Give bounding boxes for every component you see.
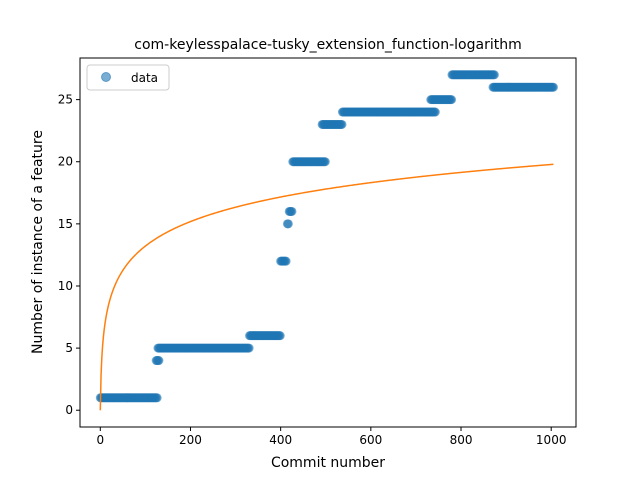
- y-tick-label: 5: [65, 341, 73, 355]
- x-tick-label: 1000: [536, 433, 567, 447]
- data-point: [275, 331, 285, 341]
- data-point: [152, 393, 162, 403]
- y-tick-label: 15: [58, 217, 73, 231]
- legend-marker-data: [101, 72, 111, 82]
- data-point: [447, 95, 457, 105]
- x-tick-label: 400: [269, 433, 292, 447]
- x-axis-label: Commit number: [271, 455, 385, 471]
- legend: data: [86, 64, 170, 91]
- data-point: [244, 343, 254, 353]
- plot-area: 0 200 400 600 800 1000 0 5 10 15 20 25: [58, 57, 577, 447]
- data-point: [281, 256, 291, 266]
- y-tick-label: 25: [58, 93, 73, 107]
- legend-box: [86, 64, 170, 91]
- axes-frame: [79, 57, 577, 428]
- data-point: [287, 206, 297, 216]
- data-point: [548, 82, 558, 92]
- legend-label-data: data: [131, 71, 158, 85]
- x-tick-label: 800: [450, 433, 473, 447]
- fit-line: [99, 163, 554, 411]
- x-tick-label: 0: [96, 433, 104, 447]
- x-tick-label: 200: [179, 433, 202, 447]
- data-point: [430, 107, 440, 117]
- data-point: [154, 356, 164, 366]
- y-axis-label: Number of instance of a feature: [30, 130, 46, 354]
- data-point: [320, 157, 330, 167]
- y-tick-label: 20: [58, 155, 73, 169]
- chart-title: com-keylesspalace-tusky_extension_functi…: [134, 37, 521, 53]
- y-tick-label: 0: [65, 403, 73, 417]
- data-point: [283, 219, 293, 229]
- y-tick-label: 10: [58, 279, 73, 293]
- data-point: [337, 119, 347, 129]
- x-tick-label: 600: [359, 433, 382, 447]
- data-point: [489, 70, 499, 80]
